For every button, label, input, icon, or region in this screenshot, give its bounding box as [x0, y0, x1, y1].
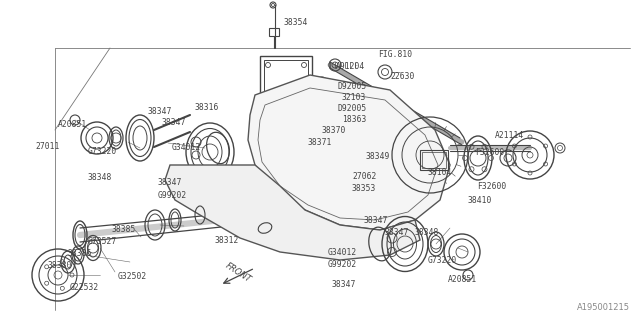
Text: 38353: 38353 [352, 184, 376, 193]
Text: 38347: 38347 [162, 118, 186, 127]
Text: G99202: G99202 [328, 260, 357, 269]
Text: FIG.810: FIG.810 [378, 50, 412, 59]
Text: 38354: 38354 [284, 18, 308, 27]
Text: 38371: 38371 [308, 138, 332, 147]
Text: A21114: A21114 [495, 131, 524, 140]
Text: 38349: 38349 [366, 152, 390, 161]
Bar [260, 56, 312, 120]
Text: F32600: F32600 [475, 148, 504, 157]
Bar [269, 28, 279, 36]
Text: 38380: 38380 [48, 261, 72, 270]
Text: 38370: 38370 [322, 126, 346, 135]
Text: 38386: 38386 [68, 249, 92, 258]
Text: G73220: G73220 [88, 147, 117, 156]
Text: 18363: 18363 [342, 115, 366, 124]
Text: 32103: 32103 [342, 93, 366, 102]
Text: G73527: G73527 [88, 237, 117, 246]
Text: 38410: 38410 [468, 196, 492, 205]
Text: D92005: D92005 [338, 82, 367, 91]
Text: G34012: G34012 [172, 143, 201, 152]
Text: G73220: G73220 [428, 256, 457, 265]
Text: 38348: 38348 [415, 228, 440, 237]
Text: 38347: 38347 [148, 107, 172, 116]
Text: A91204: A91204 [336, 62, 365, 71]
Text: G34012: G34012 [328, 248, 357, 257]
Text: 38348: 38348 [88, 173, 113, 182]
Text: 38385: 38385 [112, 225, 136, 234]
Text: 27011: 27011 [35, 142, 60, 151]
Text: 38312: 38312 [215, 236, 239, 245]
Text: 38347: 38347 [158, 178, 182, 187]
Text: 38347: 38347 [385, 228, 410, 237]
Bar [264, 60, 308, 115]
Text: FRONT: FRONT [223, 261, 253, 284]
Text: A20851: A20851 [448, 275, 477, 284]
Text: G99202: G99202 [158, 191, 188, 200]
Text: A20851: A20851 [58, 120, 87, 129]
Text: 38347: 38347 [332, 280, 356, 289]
Polygon shape [248, 75, 450, 230]
Text: A195001215: A195001215 [577, 303, 630, 312]
Text: 27062: 27062 [352, 172, 376, 181]
Text: G32502: G32502 [118, 272, 147, 281]
Bar [420, 150, 448, 170]
Text: F32600: F32600 [477, 182, 506, 191]
Bar [422, 152, 446, 168]
Text: 22630: 22630 [390, 72, 414, 81]
Text: 38104: 38104 [428, 168, 452, 177]
Text: G22532: G22532 [70, 283, 99, 292]
Text: D92005: D92005 [338, 104, 367, 113]
Text: 38347: 38347 [364, 216, 388, 225]
Polygon shape [165, 165, 420, 260]
Text: 38316: 38316 [195, 103, 220, 112]
